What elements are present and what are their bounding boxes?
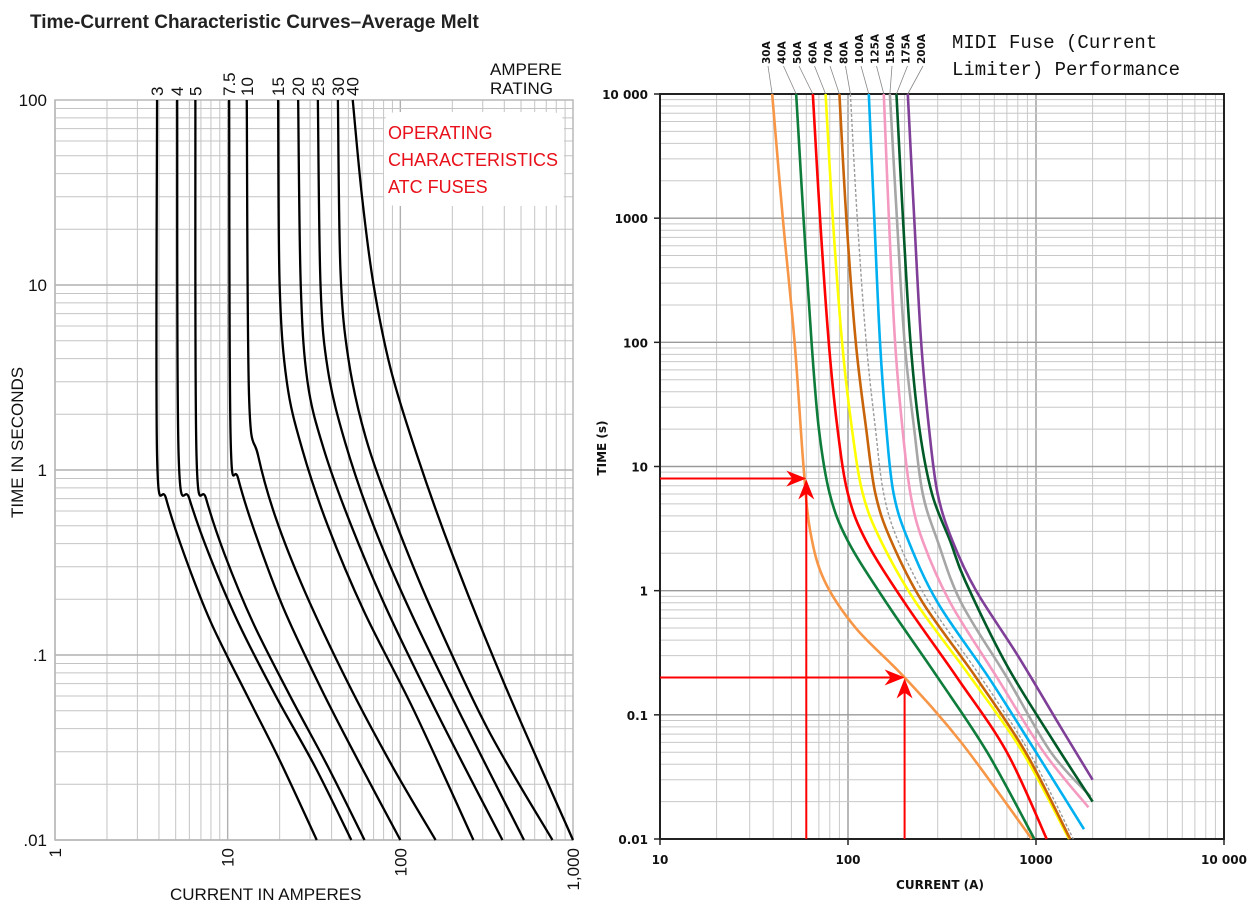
left-curve-5 bbox=[194, 99, 366, 841]
left-xtick-label: 1,000 bbox=[564, 848, 583, 891]
left-legend-7.5: 7.5 bbox=[220, 72, 239, 96]
right-chart-grid bbox=[659, 93, 1225, 840]
left-y-axis-label: TIME IN SECONDS bbox=[8, 367, 27, 518]
left-ytick-label: 1 bbox=[38, 461, 47, 480]
right-legend-leader-80A bbox=[845, 65, 851, 95]
right-legend-leader-200A bbox=[907, 65, 924, 95]
right-legend-100A: 100A bbox=[854, 33, 866, 64]
right-legend-leader-175A bbox=[896, 65, 908, 95]
right-ytick-label: 1000 bbox=[615, 212, 648, 226]
right-xtick-label: 100 bbox=[835, 853, 860, 867]
right-chart-curves bbox=[770, 93, 1094, 840]
right-legend-70A: 70A bbox=[823, 40, 835, 64]
right-legend-leader-125A bbox=[876, 65, 885, 95]
right-legend-200A: 200A bbox=[916, 33, 928, 64]
left-legend-25: 25 bbox=[309, 77, 328, 96]
right-ytick-label: 10 bbox=[631, 461, 648, 475]
left-x-axis-label: CURRENT IN AMPERES bbox=[170, 885, 361, 904]
right-curve-100A bbox=[867, 93, 1086, 830]
right-curve-70A bbox=[838, 93, 1072, 840]
right-legend-leader-40A bbox=[783, 65, 797, 95]
left-xtick-label: 100 bbox=[391, 848, 410, 876]
right-xtick-label: 1000 bbox=[1019, 853, 1052, 867]
right-ytick-label: 0.1 bbox=[627, 709, 648, 723]
left-legend-title-1: AMPERE bbox=[490, 60, 562, 79]
right-legend-40A: 40A bbox=[777, 40, 789, 64]
left-legend-20: 20 bbox=[289, 77, 308, 96]
left-curve-20 bbox=[297, 99, 504, 841]
left-annotation-line-1: OPERATING bbox=[388, 123, 493, 143]
left-xtick-label: 1 bbox=[46, 848, 65, 857]
right-legend-80A: 80A bbox=[839, 40, 851, 64]
right-curve-50A bbox=[811, 93, 1048, 840]
right-ytick-label: 10 000 bbox=[602, 88, 648, 102]
left-ytick-label: .1 bbox=[33, 646, 47, 665]
right-legend-leader-100A bbox=[860, 65, 870, 95]
right-ytick-label: 0.01 bbox=[618, 833, 648, 847]
right-xtick-label: 10 000 bbox=[1201, 853, 1247, 867]
right-legend-175A: 175A bbox=[901, 33, 913, 64]
left-legend-15: 15 bbox=[269, 77, 288, 96]
right-chart-title-line-2: Limiter) Performance bbox=[952, 59, 1180, 81]
left-curve-15 bbox=[276, 99, 475, 841]
right-y-axis-label: TIME (s) bbox=[595, 420, 609, 475]
left-chart-curves bbox=[155, 99, 575, 841]
left-chart-grid bbox=[54, 99, 574, 841]
right-legend-leader-70A bbox=[829, 65, 840, 95]
left-curve-40 bbox=[351, 99, 575, 841]
left-annotation-line-2: CHARACTERISTICS bbox=[388, 150, 558, 170]
right-chart-title-line-1: MIDI Fuse (Current bbox=[952, 32, 1157, 54]
right-curve-30A bbox=[770, 93, 1033, 840]
left-plot-frame bbox=[54, 99, 574, 841]
left-ytick-label: .01 bbox=[23, 831, 47, 850]
left-legend-5: 5 bbox=[186, 87, 205, 96]
left-legend-4: 4 bbox=[168, 87, 187, 96]
right-curve-150A bbox=[888, 93, 1092, 798]
right-chart-annotations bbox=[660, 470, 913, 839]
right-legend-leader-30A bbox=[767, 65, 773, 95]
right-chart-ticks: 10 000 1000 100 10 1 0.1 0.01 10 100 1000 10 000 bbox=[602, 88, 1247, 867]
right-x-axis-label: CURRENT (A) bbox=[896, 878, 984, 892]
left-curve-3 bbox=[155, 99, 318, 841]
left-ytick-label: 100 bbox=[19, 91, 47, 110]
left-curve-4 bbox=[176, 99, 353, 841]
right-legend-30A: 30A bbox=[761, 40, 773, 64]
right-ytick-label: 100 bbox=[623, 336, 648, 350]
right-curve-200A bbox=[906, 93, 1094, 781]
right-curve-175A bbox=[895, 93, 1094, 803]
left-curve-7.5 bbox=[228, 99, 402, 841]
left-legend-3: 3 bbox=[148, 87, 167, 96]
right-legend-leader-60A bbox=[814, 65, 826, 95]
right-legend-150A: 150A bbox=[885, 33, 897, 64]
right-legend-leader-50A bbox=[798, 65, 814, 95]
left-legend-30: 30 bbox=[329, 77, 348, 96]
right-legend-60A: 60A bbox=[808, 40, 820, 64]
left-annotation-bg bbox=[384, 112, 564, 206]
right-legend-leader-150A bbox=[889, 65, 893, 95]
right-curve-125A bbox=[882, 93, 1090, 809]
right-curve-40A bbox=[794, 93, 1036, 840]
left-curve-30 bbox=[336, 99, 554, 841]
left-legend-title-2: RATING bbox=[490, 79, 553, 98]
left-annotation-line-3: ATC FUSES bbox=[388, 177, 488, 197]
left-legend-40: 40 bbox=[344, 77, 363, 96]
right-xtick-label: 10 bbox=[652, 853, 669, 867]
left-legend-10: 10 bbox=[238, 77, 257, 96]
right-legend-125A: 125A bbox=[870, 33, 882, 64]
right-ytick-label: 1 bbox=[640, 585, 648, 599]
left-xtick-label: 10 bbox=[219, 848, 238, 867]
left-chart-title: Time-Current Characteristic Curves–Avera… bbox=[30, 12, 479, 33]
right-legend-50A: 50A bbox=[792, 40, 804, 64]
left-curve-25 bbox=[316, 99, 525, 841]
left-curve-10 bbox=[245, 99, 437, 841]
right-curve-80A bbox=[849, 93, 1074, 840]
left-ytick-label: 10 bbox=[28, 276, 47, 295]
right-curve-60A bbox=[824, 93, 1071, 840]
right-chart-legend: 30A 40A 50A 60A 70A 80A 100A 125A 150A 175A 200A bbox=[761, 33, 928, 95]
